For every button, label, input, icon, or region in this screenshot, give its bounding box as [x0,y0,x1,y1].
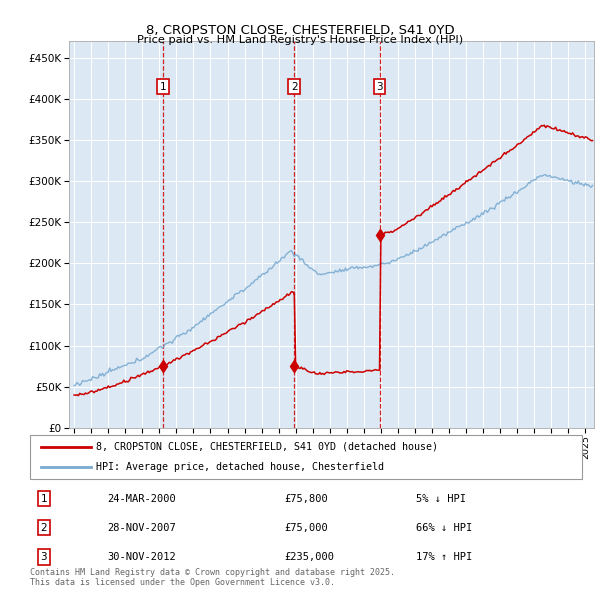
Text: 2: 2 [291,81,298,91]
Text: Price paid vs. HM Land Registry's House Price Index (HPI): Price paid vs. HM Land Registry's House … [137,35,463,45]
Text: 3: 3 [40,552,47,562]
Text: Contains HM Land Registry data © Crown copyright and database right 2025.
This d: Contains HM Land Registry data © Crown c… [30,568,395,587]
Text: £75,000: £75,000 [284,523,328,533]
Text: 17% ↑ HPI: 17% ↑ HPI [416,552,473,562]
Text: 5% ↓ HPI: 5% ↓ HPI [416,494,466,503]
Text: 1: 1 [160,81,167,91]
Text: 8, CROPSTON CLOSE, CHESTERFIELD, S41 0YD: 8, CROPSTON CLOSE, CHESTERFIELD, S41 0YD [146,24,454,37]
Text: £235,000: £235,000 [284,552,334,562]
Text: 3: 3 [376,81,383,91]
FancyBboxPatch shape [30,435,582,479]
Text: 66% ↓ HPI: 66% ↓ HPI [416,523,473,533]
Text: HPI: Average price, detached house, Chesterfield: HPI: Average price, detached house, Ches… [96,462,384,472]
Text: £75,800: £75,800 [284,494,328,503]
Text: 30-NOV-2012: 30-NOV-2012 [107,552,176,562]
Text: 24-MAR-2000: 24-MAR-2000 [107,494,176,503]
Text: 28-NOV-2007: 28-NOV-2007 [107,523,176,533]
Text: 2: 2 [40,523,47,533]
Text: 8, CROPSTON CLOSE, CHESTERFIELD, S41 0YD (detached house): 8, CROPSTON CLOSE, CHESTERFIELD, S41 0YD… [96,442,438,452]
Text: 1: 1 [40,494,47,503]
